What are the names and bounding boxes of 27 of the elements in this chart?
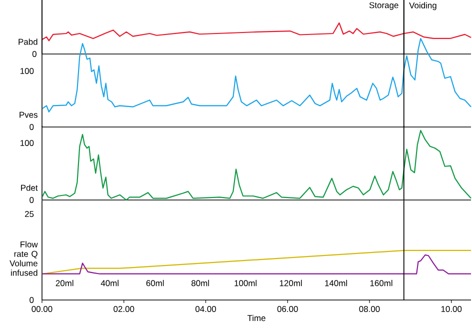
- x-tick-label: 06.00: [277, 306, 298, 312]
- y-tick-label: 0: [30, 124, 34, 130]
- x-axis-title: Time: [247, 314, 266, 322]
- x-tick-label: 04.00: [195, 306, 216, 312]
- x-tick-label: 10.00: [441, 306, 462, 312]
- annotation: 40ml: [100, 280, 118, 286]
- annotation: 60ml: [146, 280, 164, 286]
- annotation: 140ml: [325, 280, 347, 286]
- y-tick-label: 0: [30, 297, 34, 303]
- y-axis-title: Pdet: [21, 184, 38, 191]
- annotation: 80ml: [192, 280, 209, 286]
- y-tick-label: 25: [25, 211, 34, 217]
- y-tick-label: 100: [20, 68, 34, 74]
- x-tick-label: 00.00: [32, 306, 52, 312]
- annotation: Voiding: [409, 2, 436, 10]
- y-tick-label: 100: [20, 140, 34, 146]
- x-tick-label: 02.00: [114, 306, 134, 312]
- y-axis-title: Pabd: [18, 38, 38, 45]
- y-tick-label: 0: [30, 197, 34, 203]
- annotation: 100ml: [234, 280, 257, 286]
- annotation: 120ml: [280, 280, 302, 286]
- y-axis-title: Pves: [20, 112, 38, 118]
- x-tick-label: 08.00: [359, 306, 380, 312]
- y-axis-title: Flow rate Q Volume infused: [10, 241, 38, 276]
- annotation: 160ml: [370, 280, 392, 286]
- annotation: 20ml: [56, 280, 74, 286]
- annotation: Storage: [369, 2, 398, 10]
